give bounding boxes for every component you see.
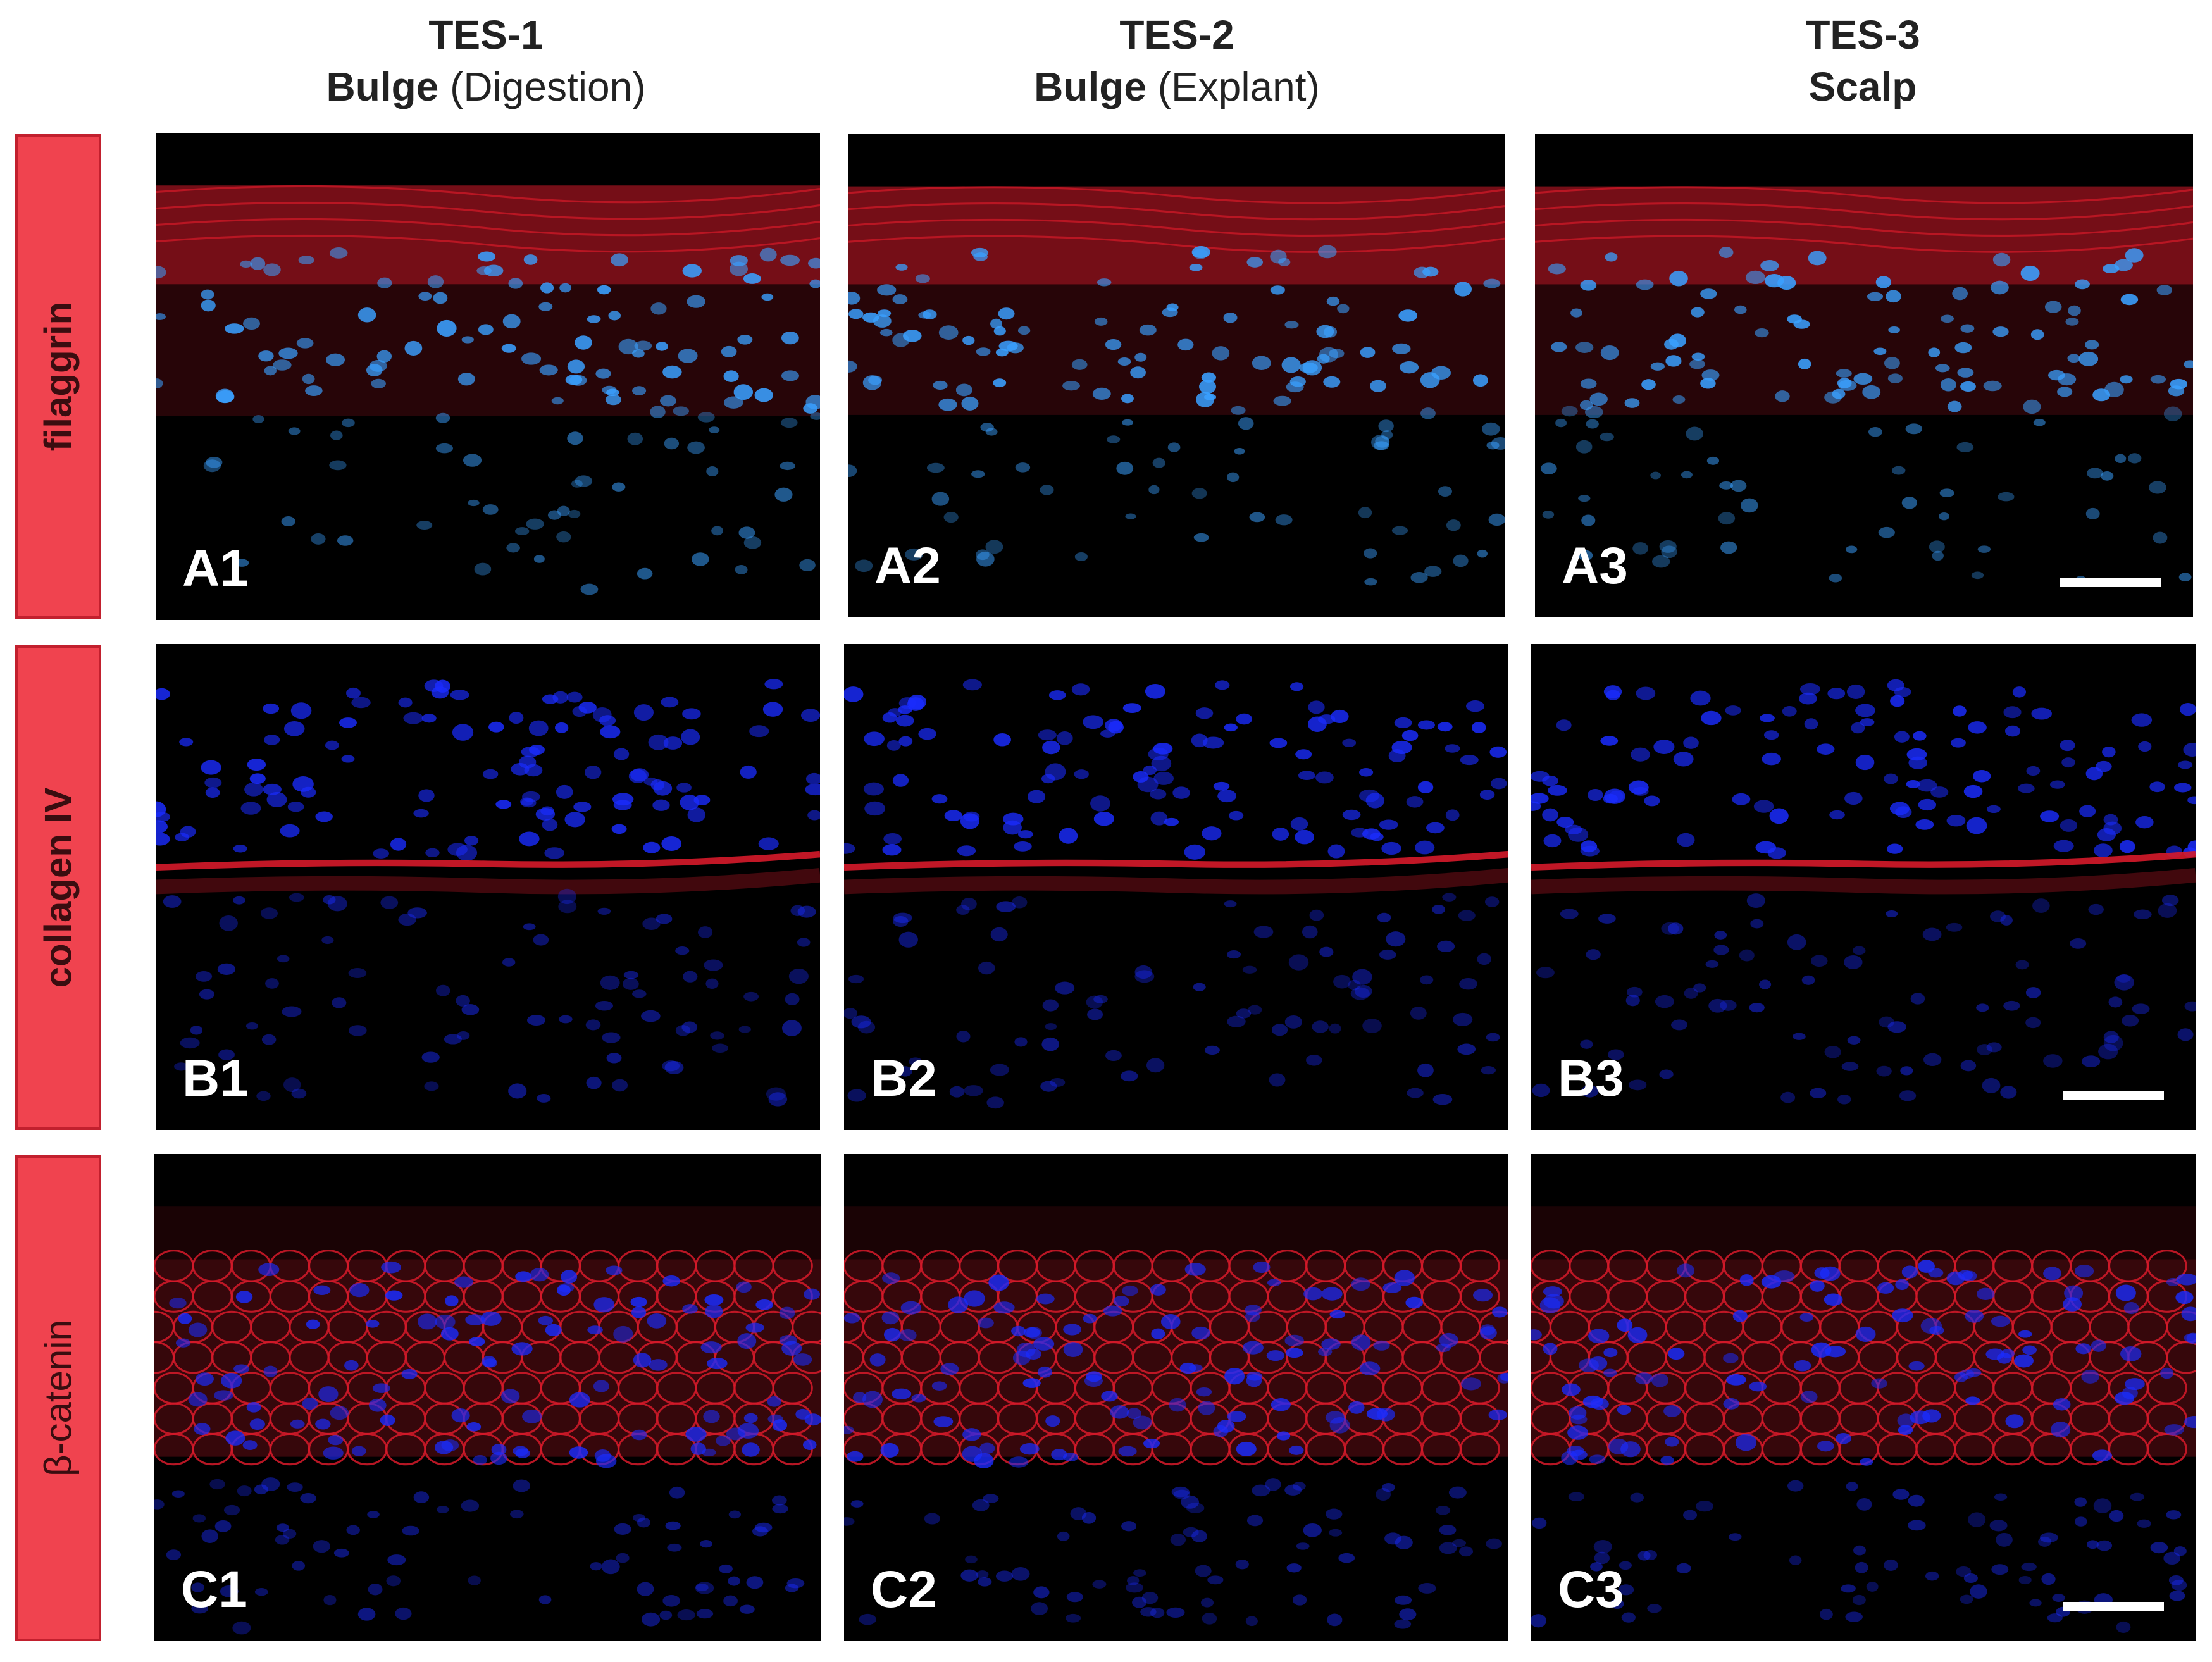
micrograph-b2-image (844, 679, 1508, 1109)
column-header-tes3-title: TES-3 (1805, 12, 1920, 58)
micrograph-a1: A1 (156, 133, 820, 620)
row-label-collagen-iv-text: collagen IV (37, 787, 80, 988)
row-label-beta-catenin-text: β-catenin (37, 1320, 80, 1477)
row-label-filaggrin: filaggrin (15, 134, 101, 619)
micrograph-a2-image (848, 186, 1505, 586)
micrograph-c1-image (154, 1206, 821, 1635)
column-header-tes3: TES-3 Scalp (1534, 9, 2192, 113)
row-label-collagen-iv: collagen IV (15, 645, 101, 1130)
scale-bar-a3 (2060, 578, 2161, 587)
column-header-tes2-title: TES-2 (1119, 12, 1234, 58)
column-header-tes1-title: TES-1 (428, 12, 544, 58)
panel-label-c3: C3 (1558, 1561, 1624, 1618)
column-header-tes2: TES-2 Bulge (Explant) (848, 9, 1506, 113)
column-header-tes2-subtitle: Bulge (Explant) (1034, 64, 1320, 109)
micrograph-b1-image (156, 679, 820, 1107)
micrograph-c1: C1 (154, 1154, 821, 1641)
panel-label-a1: A1 (182, 540, 249, 597)
row-label-beta-catenin: β-catenin (15, 1155, 101, 1641)
scale-bar-c3 (2063, 1602, 2164, 1611)
panel-label-b2: B2 (871, 1050, 937, 1107)
micrograph-a2: A2 (848, 134, 1505, 617)
panel-label-b3: B3 (1558, 1050, 1624, 1107)
column-header-tes1: TES-1 Bulge (Digestion) (157, 9, 815, 113)
micrograph-b1: B1 (156, 644, 820, 1130)
panel-label-a3: A3 (1562, 537, 1628, 595)
micrograph-a3-image (1535, 186, 2193, 584)
micrograph-a1-image (156, 185, 820, 595)
micrograph-c2: C2 (844, 1154, 1508, 1641)
micrograph-b2: B2 (844, 644, 1508, 1130)
panel-label-c2: C2 (871, 1561, 937, 1618)
micrograph-c2-image (844, 1206, 1508, 1629)
panel-label-b1: B1 (182, 1050, 249, 1107)
panel-label-c1: C1 (181, 1561, 247, 1618)
micrograph-c3: C3 (1531, 1154, 2196, 1641)
micrograph-a3: A3 (1535, 134, 2193, 617)
micrograph-b3: B3 (1531, 644, 2196, 1130)
scale-bar-b3 (2063, 1091, 2164, 1100)
column-header-tes3-subtitle: Scalp (1808, 64, 1917, 109)
column-header-tes1-subtitle: Bulge (Digestion) (326, 64, 646, 109)
micrograph-b3-image (1531, 679, 2196, 1105)
panel-label-a2: A2 (874, 537, 941, 595)
row-label-filaggrin-text: filaggrin (37, 301, 80, 452)
micrograph-c3-image (1531, 1206, 2196, 1633)
